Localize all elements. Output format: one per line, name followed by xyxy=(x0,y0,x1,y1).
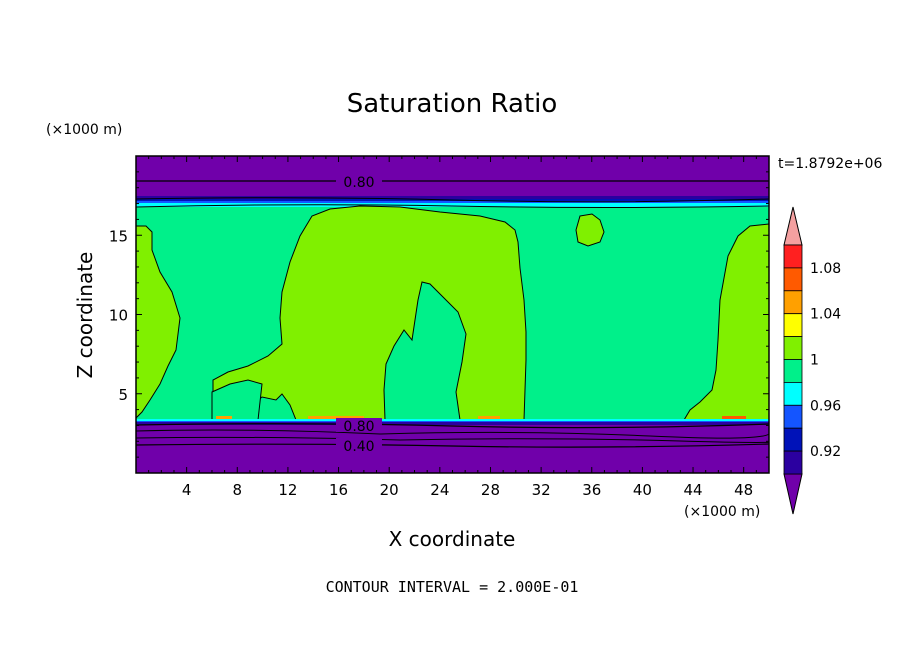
chart-title: Saturation Ratio xyxy=(347,89,558,119)
colorbar-segment xyxy=(783,450,803,475)
contour-line-lower-1 xyxy=(136,423,769,429)
contour-label-bg-2 xyxy=(336,418,382,432)
x-tick-label: 44 xyxy=(683,481,702,499)
speckle-2 xyxy=(308,416,364,419)
contour-label-2: 0.80 xyxy=(343,419,374,435)
contour-label-bg-3 xyxy=(336,438,382,452)
contour-line-upper-2 xyxy=(136,197,769,203)
colorbar-segment xyxy=(783,313,803,338)
contour-line-lower-3 xyxy=(136,436,769,443)
colorbar-segment xyxy=(783,267,803,292)
colorbar-segment xyxy=(783,381,803,406)
x-tick-label: 48 xyxy=(734,481,753,499)
contour-line-lower-4 xyxy=(136,443,769,448)
y-tick-label: 5 xyxy=(118,386,128,404)
y-unit-label: (×1000 m) xyxy=(46,122,122,138)
contour-label-bg-1 xyxy=(336,173,382,189)
time-label: t=1.8792e+06 xyxy=(778,156,882,172)
contour-field: 0.80 0.80 0.40 xyxy=(136,156,769,473)
colorbar-bottom-arrow xyxy=(783,473,803,515)
x-tick-label: 16 xyxy=(329,481,348,499)
x-tick-label: 4 xyxy=(182,481,192,499)
upper-gradient-4 xyxy=(136,203,769,207)
colorbar-label: 0.96 xyxy=(810,398,841,414)
lower-gradient-1 xyxy=(136,419,769,422)
y-axis-title: Z coordinate xyxy=(73,252,97,379)
lower-dry-layer xyxy=(136,423,769,473)
y-tick-label: 10 xyxy=(109,307,128,325)
colorbar-label: 1.08 xyxy=(810,261,841,277)
speckle-4 xyxy=(722,416,746,419)
colorbar-segment xyxy=(783,244,803,269)
region-central-plume xyxy=(212,205,527,421)
speckle-3 xyxy=(478,416,500,419)
region-left-column xyxy=(136,225,181,419)
colorbar-label: 1 xyxy=(810,353,819,369)
region-small-blob xyxy=(575,213,605,247)
x-tick-label: 20 xyxy=(380,481,399,499)
x-tick-label: 8 xyxy=(233,481,243,499)
lower-gradient-3 xyxy=(136,422,769,425)
upper-gradient-3 xyxy=(136,201,769,204)
x-tick-label: 36 xyxy=(582,481,601,499)
x-axis-title: X coordinate xyxy=(389,527,516,551)
x-tick-label: 24 xyxy=(430,481,449,499)
colorbar-label: 0.92 xyxy=(810,444,841,460)
colorbar-segment xyxy=(783,336,803,360)
y-axis-ticks: 5 10 15 xyxy=(109,171,769,458)
colorbar-segment xyxy=(783,359,803,383)
colorbar: 0.92 0.96 1 1.04 1.08 xyxy=(783,206,841,515)
colorbar-top-arrow xyxy=(783,206,803,246)
contour-label-3: 0.40 xyxy=(343,439,374,455)
x-tick-label: 40 xyxy=(633,481,652,499)
x-unit-label: (×1000 m) xyxy=(684,504,760,520)
y-tick-label: 15 xyxy=(109,227,128,245)
colorbar-segment xyxy=(783,290,803,315)
x-tick-label: 12 xyxy=(278,481,297,499)
colorbar-label: 1.04 xyxy=(810,307,841,323)
colorbar-segment xyxy=(783,404,803,429)
x-tick-label: 28 xyxy=(481,481,500,499)
speckle-1 xyxy=(216,416,232,419)
contour-label-1: 0.80 xyxy=(343,175,374,191)
x-tick-label: 32 xyxy=(532,481,551,499)
x-axis-ticks: 4 8 12 16 20 24 28 32 36 40 44 48 xyxy=(148,156,757,499)
upper-gradient-1 xyxy=(136,196,769,200)
colorbar-segment xyxy=(783,427,803,452)
contour-interval-footer: CONTOUR INTERVAL = 2.000E-01 xyxy=(326,578,579,596)
contour-line-lower-2 xyxy=(136,429,769,439)
contour-line-upper-3 xyxy=(136,204,769,208)
